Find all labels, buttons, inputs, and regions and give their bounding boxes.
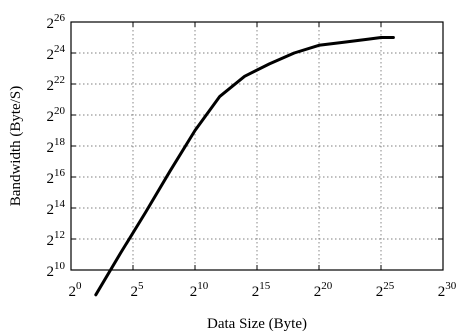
y-tick-label: 216 [47, 167, 66, 187]
y-tick-label: 220 [47, 105, 66, 125]
y-tick-label: 222 [47, 74, 66, 94]
x-tick-label: 215 [252, 280, 271, 300]
y-axis-label: Bandwidth (Byte/S) [8, 86, 24, 206]
x-tick-label: 220 [314, 280, 333, 300]
x-tick-label: 210 [190, 280, 209, 300]
y-tick-label: 224 [47, 43, 66, 63]
x-tick-label: 225 [376, 280, 395, 300]
x-tick-label: 20 [69, 280, 83, 300]
series-line [94, 36, 395, 297]
y-tick-label: 212 [47, 229, 66, 249]
x-axis-label: Data Size (Byte) [207, 316, 307, 332]
y-tick-label: 210 [47, 260, 66, 280]
grid [71, 22, 443, 270]
y-tick-label: 226 [47, 12, 66, 32]
x-tick-labels: 20 25 210 215 220 225 230 [69, 280, 457, 300]
axis-ticks [70, 21, 444, 271]
x-tick-label: 230 [438, 280, 457, 300]
y-tick-label: 214 [47, 198, 66, 218]
y-tick-label: 218 [47, 136, 66, 156]
x-tick-label: 25 [131, 280, 145, 300]
y-tick-labels: 210 212 214 216 218 220 222 224 226 [47, 12, 66, 280]
